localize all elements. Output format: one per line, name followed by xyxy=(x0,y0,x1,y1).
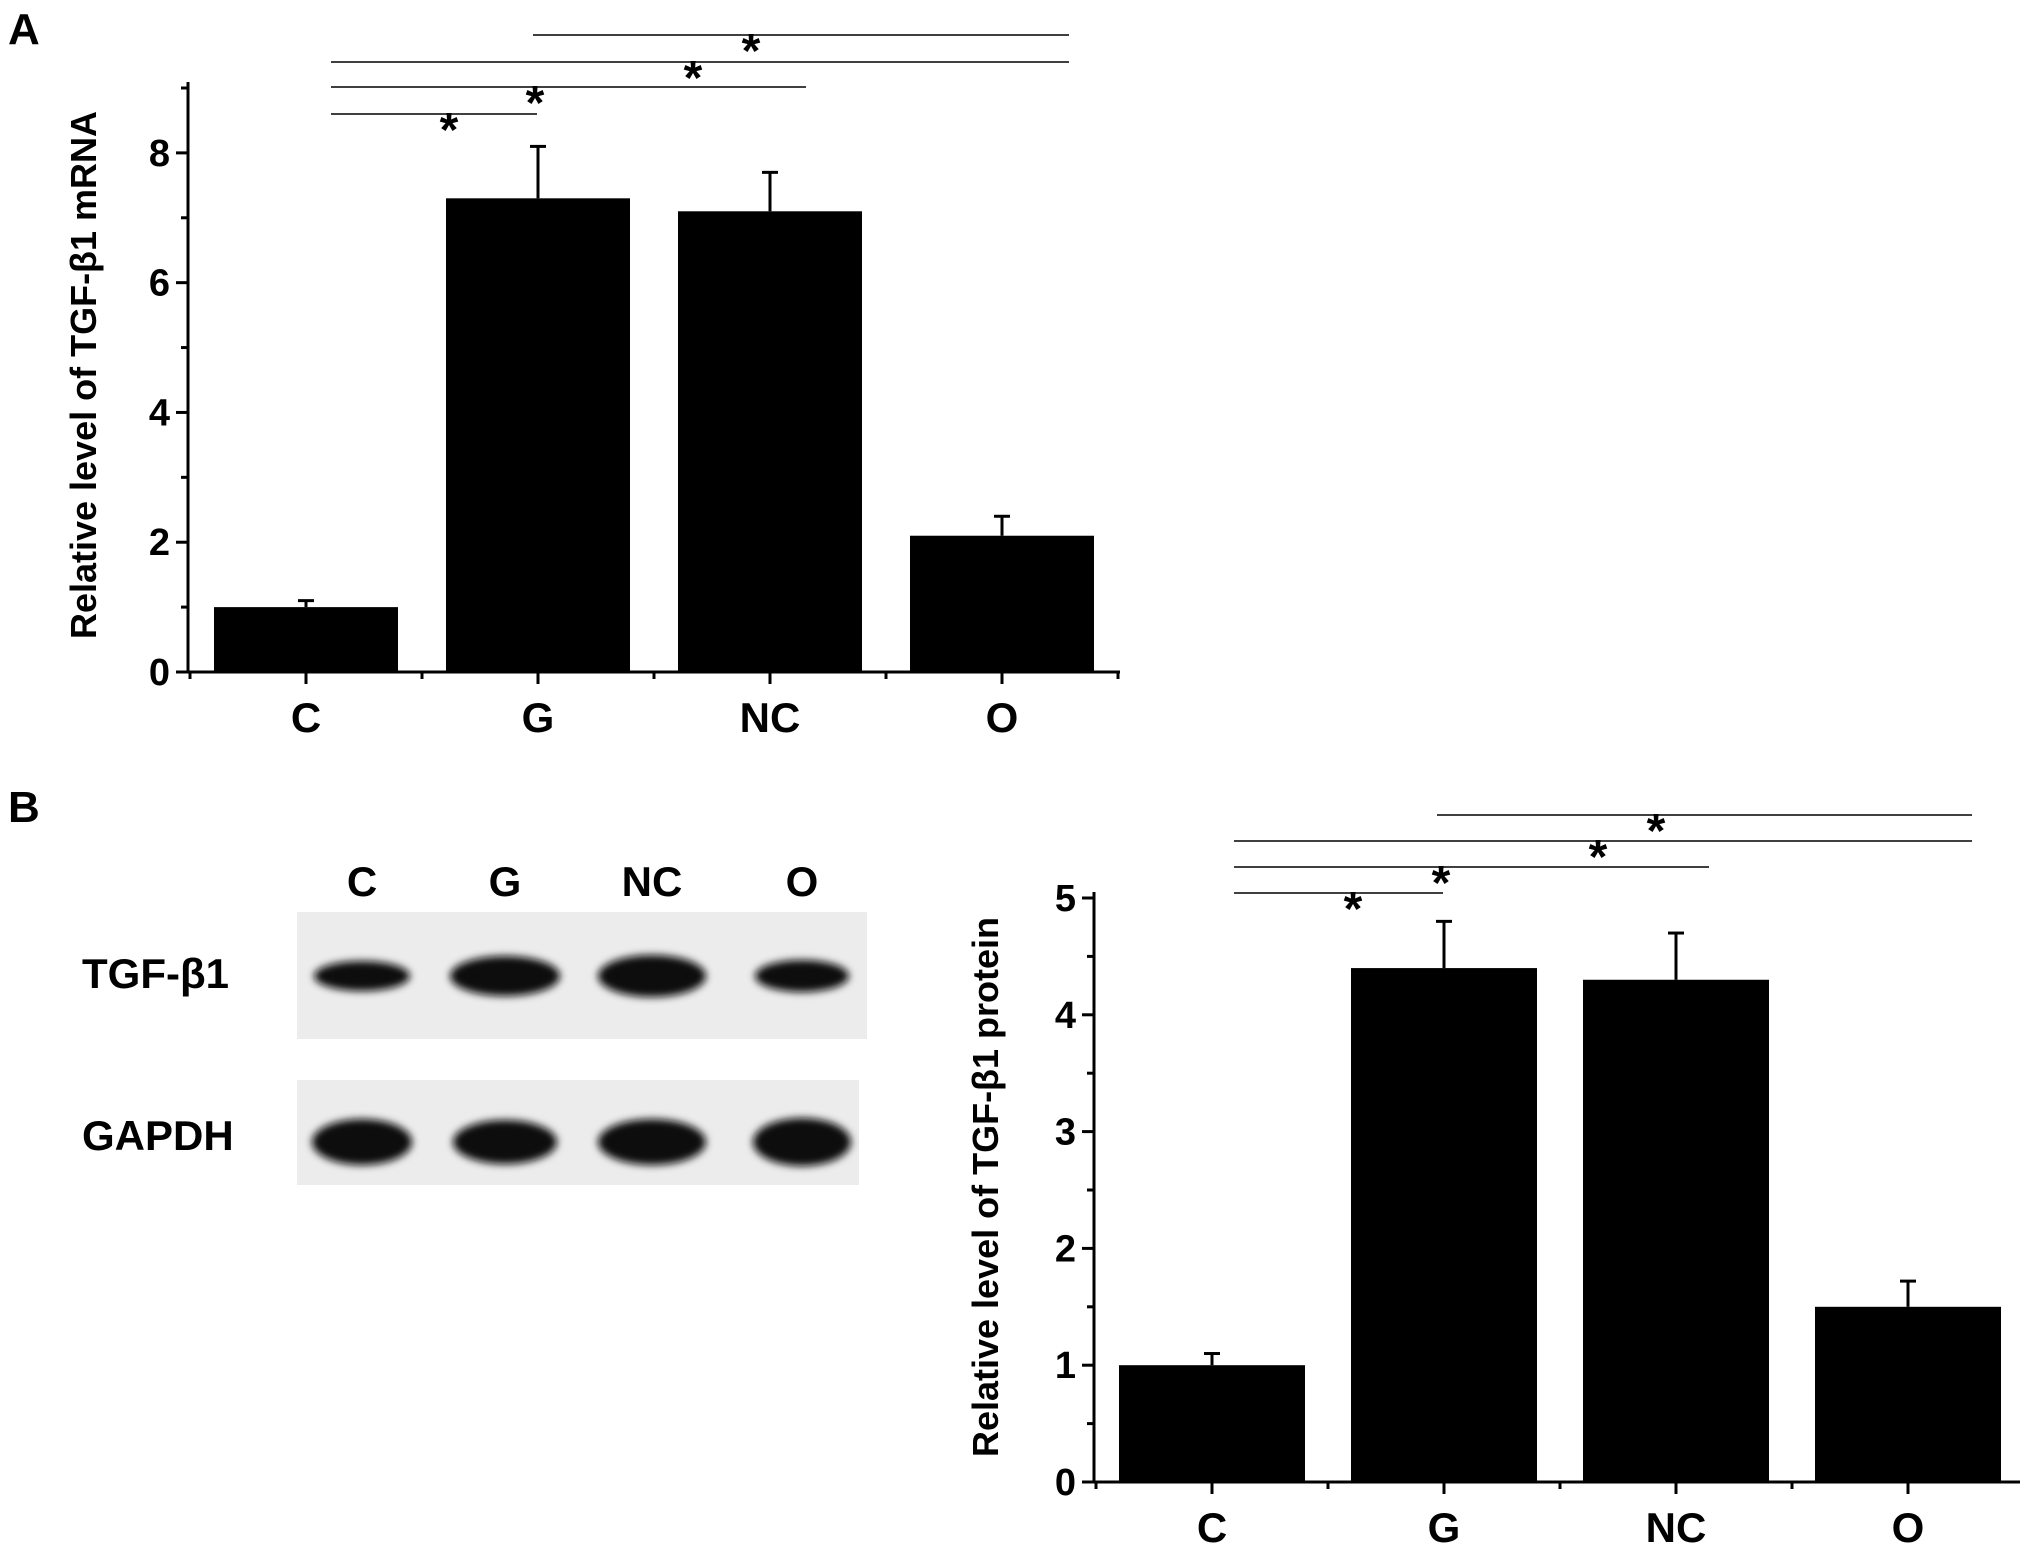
chart-b-bar-c xyxy=(1119,1365,1305,1482)
blot-row-label-gapdh: GAPDH xyxy=(82,1112,234,1159)
chart-a-x-tick-label-o: O xyxy=(986,694,1019,741)
chart-a-y-tick-label: 4 xyxy=(149,392,170,434)
chart-a: 0 2 4 6 8 C G NC O Relative level of TGF-β1 mRNA *… xyxy=(63,25,1120,741)
chart-a-x-tick-label-c: C xyxy=(291,694,321,741)
chart-b-y-tick-label: 5 xyxy=(1055,878,1076,920)
chart-a-y-tick-label: 0 xyxy=(149,652,170,694)
chart-b-x-tick-label-nc: NC xyxy=(1646,1504,1707,1546)
chart-b-y-tick-label: 3 xyxy=(1055,1112,1076,1154)
chart-a-significance-star: * xyxy=(742,25,761,78)
chart-a-bar-nc xyxy=(678,211,862,673)
blot-band-gapdh-nc xyxy=(598,1119,706,1165)
panel-a-label: A xyxy=(8,5,40,54)
chart-b-significance-star: * xyxy=(1589,831,1608,884)
blot-band-tgfb1-nc xyxy=(598,955,706,997)
blot-band-tgfb1-g xyxy=(450,956,560,996)
blot-band-gapdh-o xyxy=(753,1118,851,1166)
chart-a-x-tick-label-nc: NC xyxy=(740,694,801,741)
chart-b-y-tick-label: 1 xyxy=(1055,1345,1076,1387)
chart-a-significance-star: * xyxy=(684,52,703,105)
chart-b-y-tick-label: 4 xyxy=(1055,995,1076,1037)
blot-lane-label-g: G xyxy=(489,858,522,905)
blot-lane-label-nc: NC xyxy=(622,858,683,905)
chart-b-x-tick-label-g: G xyxy=(1428,1504,1461,1546)
chart-a-bar-c xyxy=(214,607,398,672)
western-blot: C G NC O TGF-β1 GAPDH xyxy=(82,858,867,1185)
chart-b-y-axis-title: Relative level of TGF-β1 protein xyxy=(965,917,1006,1457)
panel-b-label: B xyxy=(8,783,40,832)
chart-a-x-tick-label-g: G xyxy=(522,694,555,741)
blot-band-gapdh-g xyxy=(453,1120,557,1164)
blot-band-tgfb1-o xyxy=(755,960,849,992)
chart-b-x-tick-label-c: C xyxy=(1197,1504,1227,1546)
chart-a-significance-star: * xyxy=(440,104,459,157)
chart-b-bar-nc xyxy=(1583,979,1769,1482)
blot-lane-labels: C G NC O xyxy=(347,858,819,905)
chart-a-bar-o xyxy=(910,535,1094,672)
blot-band-gapdh-c xyxy=(312,1119,412,1165)
chart-a-bar-g xyxy=(446,198,630,673)
chart-b-bar-g xyxy=(1351,968,1537,1482)
blot-band-tgfb1-c xyxy=(314,961,410,991)
chart-b-x-tick-label-o: O xyxy=(1892,1504,1925,1546)
chart-a-significance-star: * xyxy=(526,77,545,130)
blot-row-label-tgfb1: TGF-β1 xyxy=(82,950,229,997)
blot-lane-label-c: C xyxy=(347,858,377,905)
blot-bands xyxy=(312,955,851,1166)
chart-b-y-tick-label: 0 xyxy=(1055,1462,1076,1504)
blot-lane-label-o: O xyxy=(786,858,819,905)
chart-b: 0 1 2 3 4 5 C G NC O Relative level of TGF-β1 prot… xyxy=(965,805,2020,1546)
chart-a-y-axis-title: Relative level of TGF-β1 mRNA xyxy=(63,111,104,639)
chart-b-y-tick-label: 2 xyxy=(1055,1228,1076,1270)
chart-b-significance-star: * xyxy=(1344,883,1363,936)
chart-a-y-tick-label: 2 xyxy=(149,522,170,564)
chart-a-y-tick-label: 6 xyxy=(149,263,170,305)
chart-b-bar-o xyxy=(1815,1306,2001,1482)
chart-b-significance-star: * xyxy=(1647,805,1666,858)
chart-a-y-tick-label: 8 xyxy=(149,133,170,175)
chart-b-significance-star: * xyxy=(1432,857,1451,910)
